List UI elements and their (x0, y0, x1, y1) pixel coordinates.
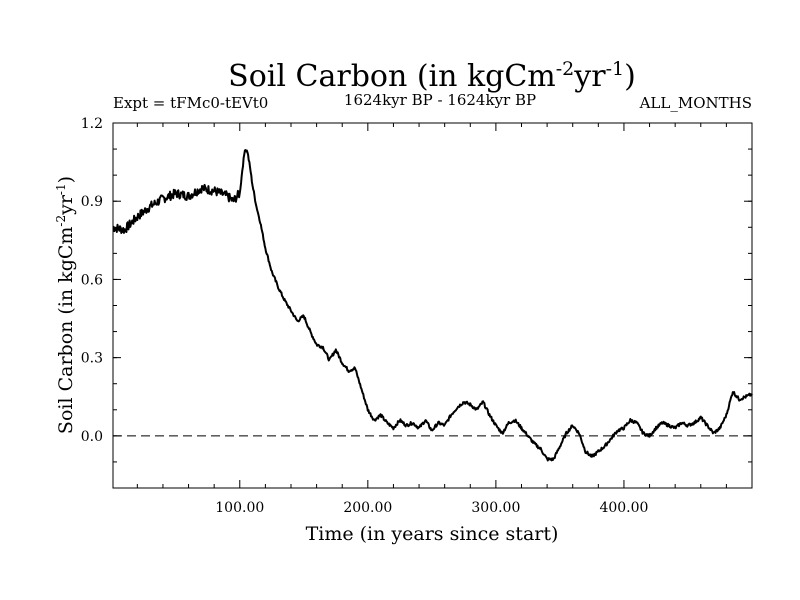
x-axis-label: Time (in years since start) (306, 523, 559, 545)
series-line-soil-carbon (112, 149, 753, 462)
y-tick-label: 1.2 (81, 116, 103, 132)
x-tick-label: 400.00 (599, 500, 648, 516)
y-axis-label-main: Soil Carbon (in kgCm (55, 227, 77, 434)
x-axis: 100.00 200.00 300.00 400.00 (136, 123, 753, 516)
x-tick-label: 200.00 (343, 500, 392, 516)
chart-title-sup2: -1 (606, 58, 625, 80)
y-tick-label: 0.0 (81, 429, 103, 445)
subtitle-period: 1624kyr BP - 1624kyr BP (344, 91, 536, 109)
subtitle-experiment: Expt = tFMc0-tEVt0 (113, 94, 268, 112)
y-axis-label-sup1: -2 (54, 215, 68, 227)
y-axis-label-end: ) (55, 176, 77, 183)
y-axis-label: Soil Carbon (in kgCm-2yr-1) (54, 176, 77, 434)
y-axis: 0.0 0.3 0.6 0.9 1.2 (81, 116, 752, 489)
chart-title-mid: yr (573, 59, 606, 94)
x-tick-label: 300.00 (471, 500, 520, 516)
chart-title-main: Soil Carbon (in kgCm (228, 59, 556, 94)
y-tick-label: 0.3 (81, 351, 103, 367)
chart-title: Soil Carbon (in kgCm-2yr-1) (228, 58, 636, 94)
y-axis-label-mid: yr (55, 194, 77, 216)
y-axis-label-sup2: -1 (54, 183, 68, 195)
x-tick-label: 100.00 (215, 500, 264, 516)
subtitle-months: ALL_MONTHS (639, 94, 752, 112)
chart-title-sup1: -2 (556, 58, 575, 80)
plot-frame (112, 122, 753, 489)
chart-title-end: ) (624, 59, 636, 94)
y-tick-label: 0.6 (81, 272, 103, 288)
y-tick-label: 0.9 (81, 194, 103, 210)
